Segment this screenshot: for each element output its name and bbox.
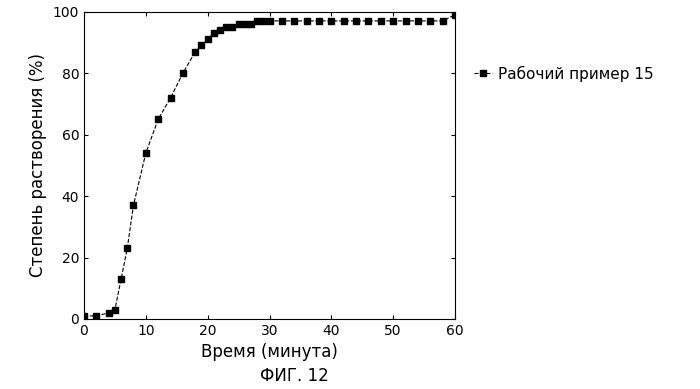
Рабочий пример 15: [259, 19, 267, 23]
Рабочий пример 15: [241, 22, 249, 26]
Рабочий пример 15: [414, 19, 422, 23]
Рабочий пример 15: [451, 12, 459, 17]
Рабочий пример 15: [278, 19, 286, 23]
Рабочий пример 15: [290, 19, 298, 23]
Рабочий пример 15: [222, 25, 230, 30]
Рабочий пример 15: [340, 19, 348, 23]
X-axis label: Время (минута): Время (минута): [201, 343, 338, 361]
Рабочий пример 15: [315, 19, 323, 23]
Рабочий пример 15: [154, 117, 162, 121]
Рабочий пример 15: [191, 49, 200, 54]
Рабочий пример 15: [426, 19, 435, 23]
Рабочий пример 15: [204, 37, 212, 42]
Рабочий пример 15: [364, 19, 372, 23]
Рабочий пример 15: [178, 71, 187, 75]
Рабочий пример 15: [216, 28, 224, 32]
Рабочий пример 15: [167, 95, 175, 100]
Рабочий пример 15: [111, 307, 119, 312]
Рабочий пример 15: [265, 19, 274, 23]
Рабочий пример 15: [377, 19, 385, 23]
Рабочий пример 15: [130, 203, 138, 208]
Рабочий пример 15: [197, 43, 206, 48]
Y-axis label: Степень растворения (%): Степень растворения (%): [29, 53, 47, 277]
Рабочий пример 15: [234, 22, 243, 26]
Рабочий пример 15: [141, 151, 150, 155]
Рабочий пример 15: [210, 31, 218, 35]
Рабочий пример 15: [438, 19, 447, 23]
Рабочий пример 15: [327, 19, 335, 23]
Рабочий пример 15: [228, 25, 237, 30]
Рабочий пример 15: [104, 310, 113, 315]
Text: ФИГ. 12: ФИГ. 12: [260, 367, 328, 385]
Legend: Рабочий пример 15: Рабочий пример 15: [474, 65, 654, 82]
Рабочий пример 15: [123, 246, 132, 251]
Рабочий пример 15: [302, 19, 311, 23]
Рабочий пример 15: [117, 277, 125, 281]
Рабочий пример 15: [401, 19, 410, 23]
Рабочий пример 15: [92, 314, 101, 318]
Рабочий пример 15: [389, 19, 398, 23]
Рабочий пример 15: [352, 19, 361, 23]
Рабочий пример 15: [80, 314, 88, 318]
Рабочий пример 15: [253, 19, 261, 23]
Line: Рабочий пример 15: Рабочий пример 15: [80, 11, 458, 319]
Рабочий пример 15: [247, 22, 256, 26]
